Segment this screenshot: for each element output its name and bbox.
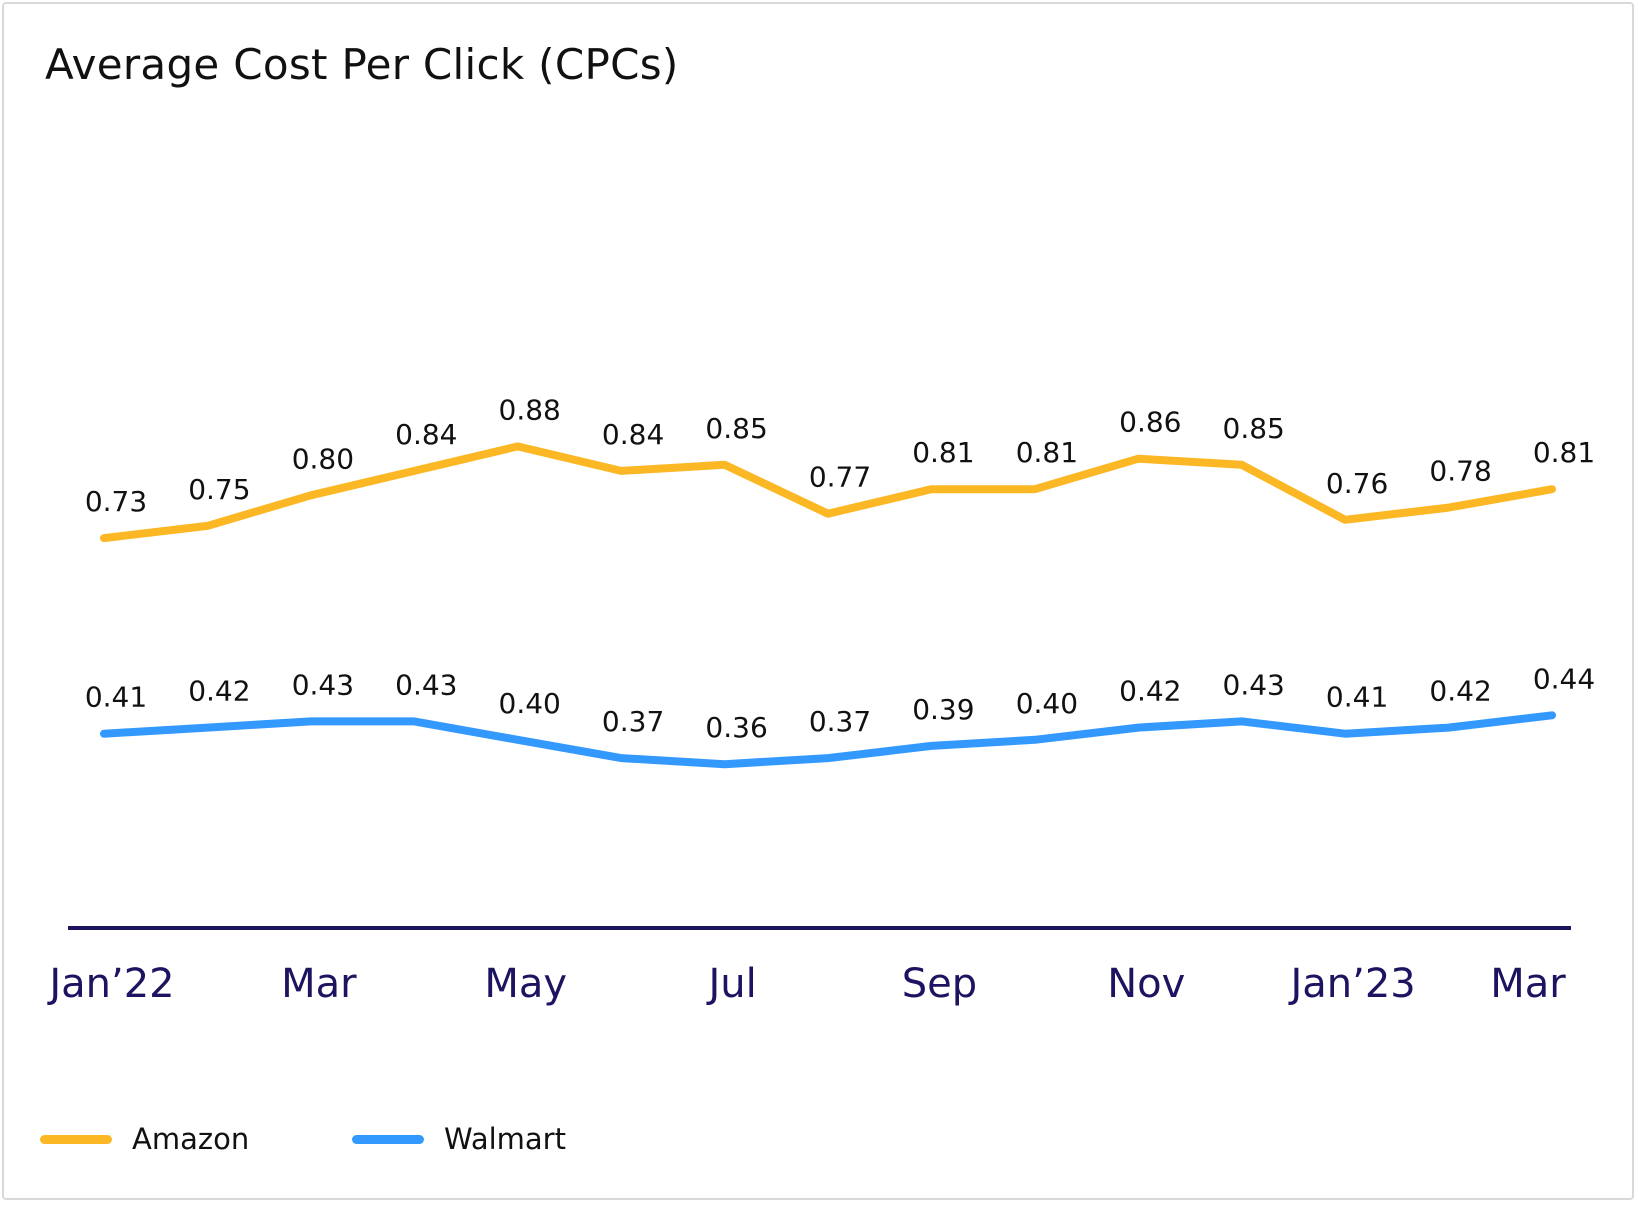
series-line-walmart: [100, 711, 1556, 769]
legend-swatch-walmart: [352, 1134, 424, 1144]
x-tick-label: Mar: [281, 961, 357, 1007]
data-label-walmart: 0.39: [912, 693, 974, 726]
data-label-amazon: 0.73: [85, 485, 147, 518]
legend-label-walmart: Walmart: [444, 1122, 566, 1156]
x-tick-label: Nov: [1107, 961, 1185, 1007]
data-label-amazon: 0.78: [1429, 455, 1491, 488]
data-label-amazon: 0.76: [1326, 467, 1388, 500]
data-label-amazon: 0.84: [395, 418, 457, 451]
data-label-amazon: 0.81: [912, 436, 974, 469]
x-tick-label: Jan’23: [1287, 961, 1415, 1007]
data-label-walmart: 0.43: [395, 668, 457, 701]
data-label-walmart: 0.41: [1326, 681, 1388, 714]
data-label-amazon: 0.81: [1016, 436, 1078, 469]
data-label-amazon: 0.88: [499, 393, 561, 426]
legend-walmart: Walmart: [352, 1122, 566, 1156]
x-tick-label: May: [484, 961, 567, 1007]
legend-label-amazon: Amazon: [132, 1122, 250, 1156]
data-label-walmart: 0.43: [292, 668, 354, 701]
chart-title: Average Cost Per Click (CPCs): [45, 40, 679, 89]
data-label-walmart: 0.43: [1223, 668, 1285, 701]
x-tick-label: Jan’22: [46, 961, 174, 1007]
data-label-walmart: 0.41: [85, 681, 147, 714]
legend-amazon: Amazon: [40, 1122, 249, 1156]
data-label-walmart: 0.44: [1533, 662, 1595, 695]
x-tick-label: Sep: [902, 961, 977, 1007]
x-tick-labels: Jan’22 Mar May Jul Sep Nov Jan’23 Mar: [46, 961, 1566, 1007]
x-tick-label: Jul: [705, 961, 756, 1007]
data-label-amazon: 0.81: [1533, 436, 1595, 469]
series-layer: 0.73 0.75 0.80 0.84 0.88 0.84 0.85 0.77 0.81 0.81…: [85, 393, 1595, 769]
data-label-walmart: 0.42: [1119, 675, 1181, 708]
data-label-amazon: 0.85: [705, 412, 767, 445]
legend-swatch-amazon: [40, 1134, 112, 1144]
data-label-walmart: 0.40: [1016, 687, 1078, 720]
data-label-amazon: 0.77: [809, 461, 871, 494]
data-label-walmart: 0.42: [1429, 675, 1491, 708]
data-label-amazon: 0.80: [292, 442, 354, 475]
x-tick-label: Mar: [1490, 961, 1566, 1007]
data-label-walmart: 0.36: [705, 711, 767, 744]
data-label-walmart: 0.37: [602, 705, 664, 738]
data-label-amazon: 0.75: [188, 473, 250, 506]
data-label-amazon: 0.84: [602, 418, 664, 451]
data-label-walmart: 0.42: [188, 675, 250, 708]
data-label-walmart: 0.37: [809, 705, 871, 738]
data-label-walmart: 0.40: [499, 687, 561, 720]
data-label-amazon: 0.86: [1119, 406, 1181, 439]
series-line-amazon: [100, 442, 1556, 543]
data-label-amazon: 0.85: [1223, 412, 1285, 445]
